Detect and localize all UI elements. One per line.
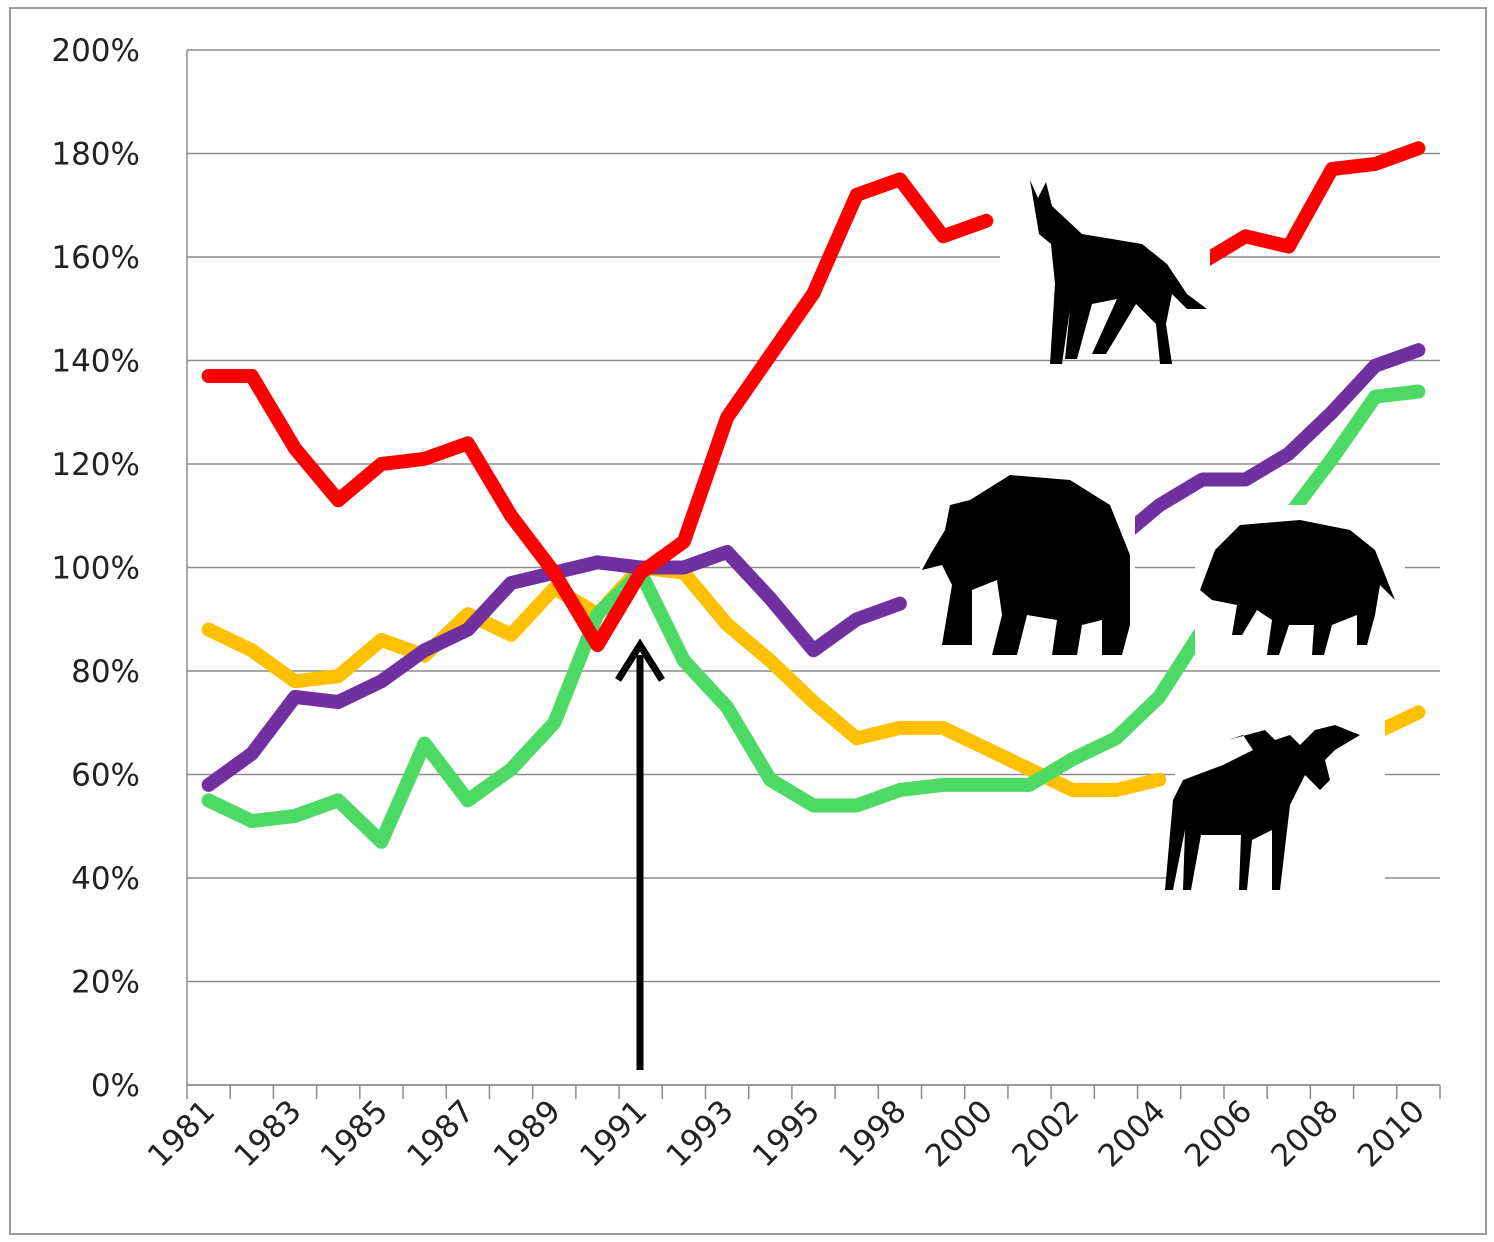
animal-icons — [920, 170, 1405, 890]
y-tick-label: 120% — [51, 447, 140, 483]
y-tick-label: 80% — [71, 654, 140, 690]
y-tick-label: 60% — [71, 758, 140, 794]
boar-icon — [1200, 520, 1395, 655]
y-tick-label: 180% — [51, 137, 140, 173]
y-tick-label: 140% — [51, 344, 140, 380]
series-line — [201, 384, 1426, 849]
moose-icon — [1165, 725, 1360, 890]
y-tick-label: 40% — [71, 861, 140, 897]
y-tick-label: 0% — [91, 1068, 140, 1104]
wolf-icon — [1030, 180, 1207, 364]
arrow-head — [615, 638, 665, 682]
bear-icon — [922, 475, 1130, 655]
series-line — [201, 141, 1426, 653]
y-tick-label: 200% — [51, 33, 140, 69]
y-tick-label: 100% — [51, 551, 140, 587]
y-tick-label: 160% — [51, 240, 140, 276]
arrow — [615, 638, 665, 1070]
y-tick-label: 20% — [71, 965, 140, 1001]
